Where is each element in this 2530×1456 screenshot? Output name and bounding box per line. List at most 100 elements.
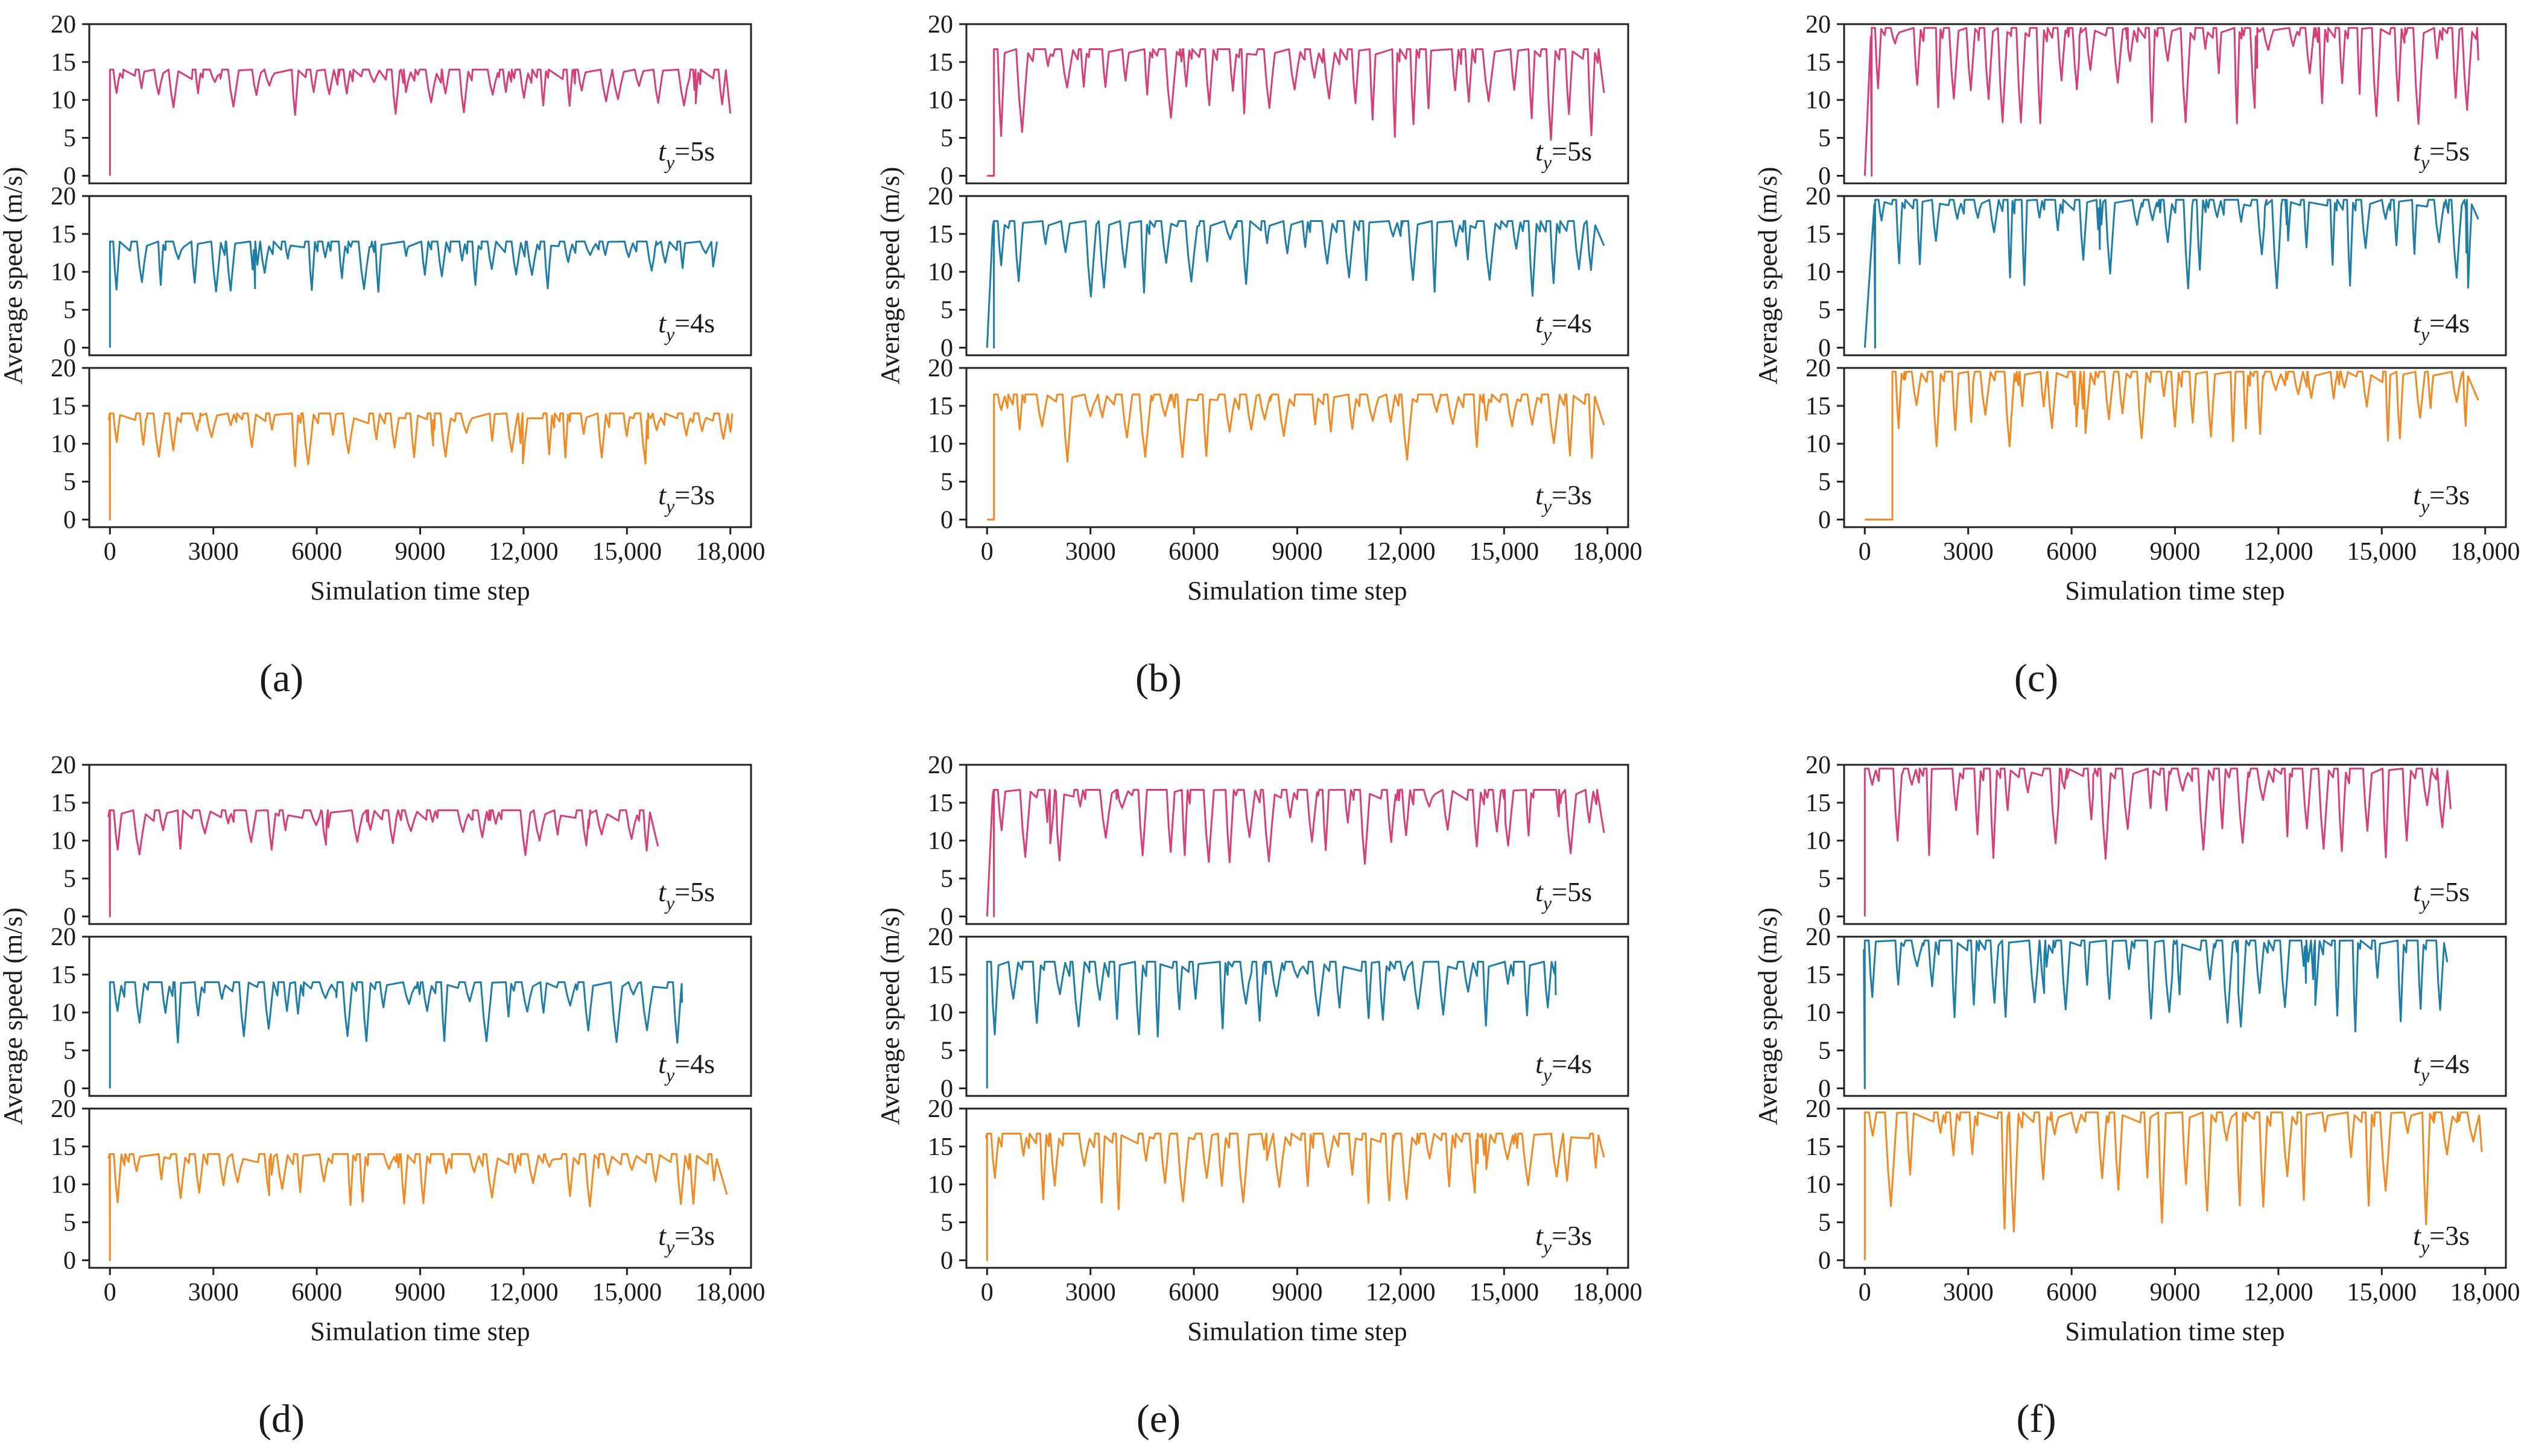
y-tick-label: 20 bbox=[1806, 923, 1831, 951]
y-tick-label: 5 bbox=[63, 866, 76, 893]
y-axis-label: Average speed (m/s) bbox=[0, 908, 28, 1125]
y-tick-label: 0 bbox=[63, 334, 76, 362]
y-tick-label: 20 bbox=[928, 11, 953, 39]
x-tick-label: 0 bbox=[104, 1279, 116, 1306]
panel-frame bbox=[965, 23, 1629, 185]
x-tick-label: 0 bbox=[1859, 1279, 1871, 1306]
panel-label-main: t bbox=[658, 480, 667, 510]
y-tick-label: 10 bbox=[51, 1171, 76, 1199]
x-tick-label: 12,000 bbox=[2243, 538, 2313, 566]
panel-label: ty=3s bbox=[658, 480, 715, 517]
panel-label-sub: y bbox=[664, 495, 675, 517]
series-line bbox=[107, 1153, 728, 1261]
panel-label-suffix: =3s bbox=[674, 480, 715, 510]
panel-label-main: t bbox=[658, 308, 667, 338]
x-tick-label: 0 bbox=[981, 1279, 994, 1306]
y-tick-label: 20 bbox=[51, 183, 76, 210]
panel-label-suffix: =5s bbox=[1552, 136, 1592, 166]
panel-t-y-5s: 0 5 10 15 20 ty=5s bbox=[1806, 11, 2507, 190]
panel-label-suffix: =5s bbox=[2429, 876, 2470, 907]
panel-label-sub: y bbox=[1541, 892, 1552, 914]
y-tick-label: 10 bbox=[1806, 87, 1831, 115]
x-tick-label: 0 bbox=[1859, 538, 1871, 566]
panel-frame bbox=[965, 764, 1629, 925]
y-tick-label: 10 bbox=[1806, 999, 1831, 1027]
x-tick-label: 0 bbox=[104, 538, 116, 566]
panel-label-main: t bbox=[2413, 308, 2421, 338]
panel-label-main: t bbox=[2413, 1048, 2421, 1079]
x-tick-label: 15,000 bbox=[2347, 538, 2417, 566]
series-line bbox=[1863, 939, 2449, 1089]
y-tick-label: 0 bbox=[940, 1075, 953, 1103]
panel-label: ty=4s bbox=[2413, 308, 2470, 345]
x-tick-label: 9000 bbox=[1272, 1279, 1323, 1306]
panel-frame bbox=[1843, 23, 2507, 185]
panel-label-sub: y bbox=[664, 323, 675, 345]
panel-label: ty=5s bbox=[1535, 876, 1592, 914]
panel-label-suffix: =4s bbox=[2429, 308, 2470, 338]
y-tick-label: 15 bbox=[51, 961, 76, 989]
y-axis-label: Average speed (m/s) bbox=[875, 908, 905, 1125]
y-tick-label: 15 bbox=[1806, 221, 1831, 248]
x-axis-label: Simulation time step bbox=[310, 576, 530, 606]
panel-label-main: t bbox=[2413, 1220, 2421, 1251]
x-tick-label: 18,000 bbox=[2450, 538, 2520, 566]
y-tick-label: 5 bbox=[63, 1037, 76, 1065]
y-tick-label: 0 bbox=[940, 1247, 953, 1274]
panel-label-suffix: =3s bbox=[1552, 480, 1592, 510]
y-tick-label: 20 bbox=[928, 923, 953, 951]
x-tick-label: 12,000 bbox=[2243, 1279, 2313, 1306]
panel-label: ty=3s bbox=[658, 1220, 715, 1258]
panel-label-main: t bbox=[1535, 136, 1544, 166]
y-tick-label: 15 bbox=[51, 49, 76, 77]
panel-t-y-4s: 0 5 10 15 20 ty=4s bbox=[51, 923, 752, 1103]
y-tick-label: 5 bbox=[1818, 866, 1831, 893]
series-line bbox=[107, 412, 734, 521]
subfigure-caption: (b) bbox=[1135, 656, 1182, 700]
y-tick-label: 15 bbox=[1806, 790, 1831, 817]
x-tick-label: 6000 bbox=[2046, 1279, 2097, 1306]
x-tick-label: 12,000 bbox=[489, 1279, 559, 1306]
x-tick-label: 15,000 bbox=[1469, 1279, 1539, 1306]
y-tick-label: 20 bbox=[1806, 11, 1831, 39]
y-tick-label: 20 bbox=[51, 11, 76, 39]
series-line bbox=[1865, 370, 2479, 521]
panel-label-suffix: =3s bbox=[2429, 1220, 2470, 1251]
y-tick-label: 5 bbox=[940, 1037, 953, 1065]
panel-label: ty=3s bbox=[2413, 480, 2470, 517]
series-line bbox=[109, 981, 683, 1089]
y-tick-label: 5 bbox=[1818, 297, 1831, 324]
panel-label-suffix: =5s bbox=[674, 136, 715, 166]
panel-label-suffix: =3s bbox=[1552, 1220, 1592, 1251]
series-line bbox=[986, 961, 1557, 1089]
y-tick-label: 20 bbox=[51, 355, 76, 382]
series-line bbox=[1863, 767, 2452, 917]
panel-label-sub: y bbox=[1541, 495, 1552, 517]
y-tick-label: 5 bbox=[940, 1209, 953, 1237]
panel-label: ty=5s bbox=[658, 136, 715, 173]
panel-label-sub: y bbox=[1541, 323, 1552, 345]
y-tick-label: 20 bbox=[928, 1095, 953, 1123]
panel-label-suffix: =5s bbox=[1552, 876, 1592, 907]
y-tick-label: 0 bbox=[940, 903, 953, 931]
panel-label-sub: y bbox=[664, 1064, 675, 1086]
panel-label-suffix: =3s bbox=[2429, 480, 2470, 510]
y-tick-label: 15 bbox=[51, 221, 76, 248]
subfigure-caption: (f) bbox=[2017, 1397, 2056, 1441]
panel-t-y-3s: 0 5 10 15 20 ty=3s bbox=[51, 355, 752, 534]
y-tick-label: 5 bbox=[940, 297, 953, 324]
panel-label: ty=4s bbox=[658, 1048, 715, 1086]
y-tick-label: 10 bbox=[1806, 828, 1831, 855]
y-tick-label: 20 bbox=[51, 1095, 76, 1123]
chart-f: 05101520ty=5s05101520ty=4s05101520ty=3s0… bbox=[1753, 752, 2520, 1441]
panel-frame bbox=[88, 935, 752, 1097]
x-tick-label: 9000 bbox=[395, 1279, 446, 1306]
panel-label: ty=4s bbox=[1535, 308, 1592, 345]
y-tick-label: 5 bbox=[63, 125, 76, 153]
series-line bbox=[1863, 27, 2479, 177]
series-line bbox=[987, 393, 1605, 521]
y-tick-label: 20 bbox=[1806, 183, 1831, 210]
panel-label-suffix: =5s bbox=[674, 876, 715, 907]
y-tick-label: 5 bbox=[940, 469, 953, 496]
